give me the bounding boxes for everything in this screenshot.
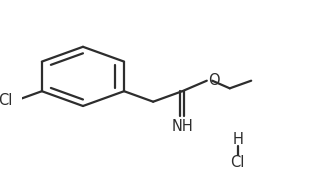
Text: H: H bbox=[232, 132, 243, 147]
Text: Cl: Cl bbox=[0, 93, 13, 108]
Text: NH: NH bbox=[172, 120, 193, 134]
Text: O: O bbox=[208, 73, 220, 88]
Text: Cl: Cl bbox=[231, 155, 245, 170]
